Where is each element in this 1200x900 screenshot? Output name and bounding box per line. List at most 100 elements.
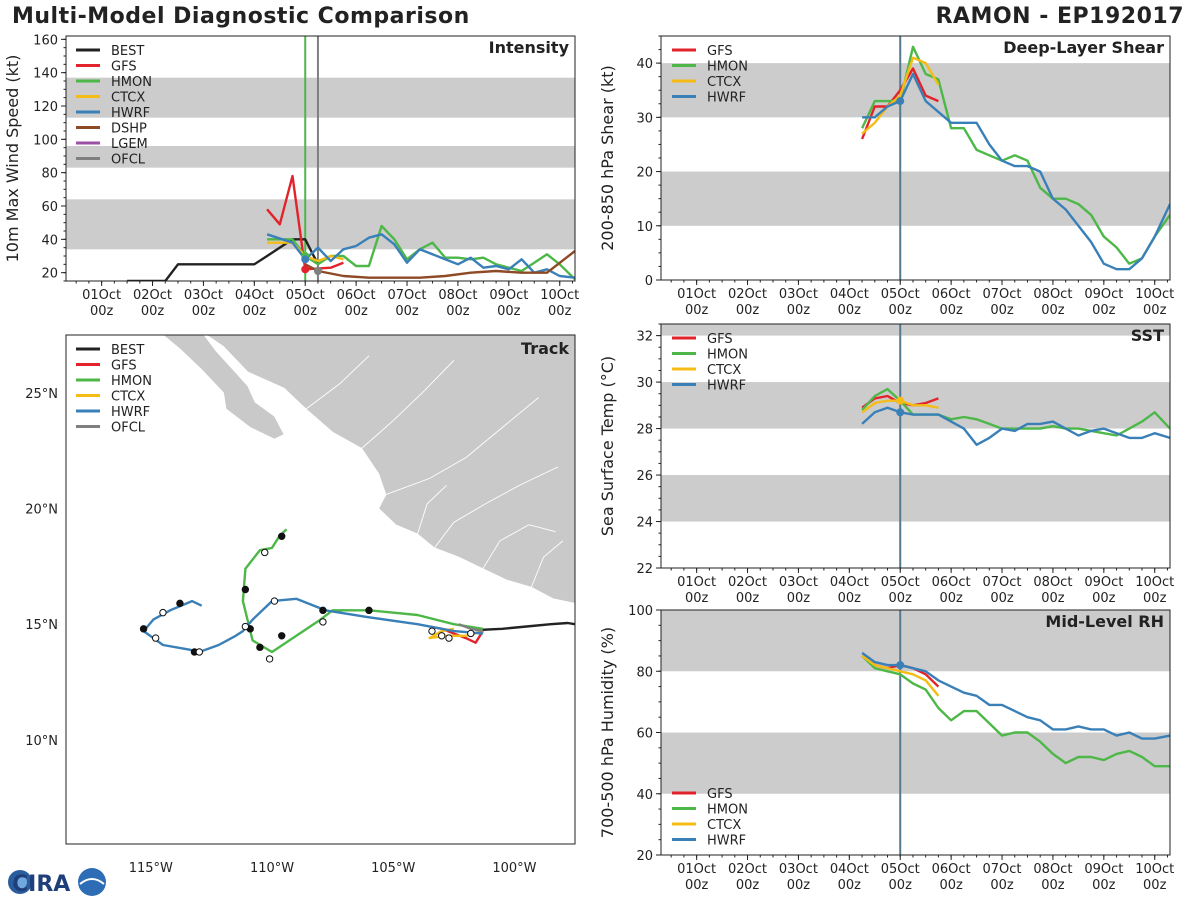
x-tick-label: 110°W bbox=[250, 861, 294, 876]
legend-label: OFCL bbox=[111, 421, 146, 436]
series-dshp bbox=[304, 250, 575, 279]
legend-label: GFS bbox=[111, 359, 137, 374]
legend-label: CTCX bbox=[111, 91, 145, 106]
y-tick-label: 20°N bbox=[25, 503, 58, 518]
logo-globe-inner-icon bbox=[13, 875, 27, 889]
track-best bbox=[477, 621, 575, 632]
x-tick-label: 05Oct bbox=[286, 288, 325, 303]
x-tick-label: 00z bbox=[889, 303, 913, 318]
series-hmon bbox=[861, 655, 1170, 768]
marker-hwrf bbox=[301, 255, 310, 264]
legend-label: HWRF bbox=[707, 91, 746, 106]
x-tick-label: 00z bbox=[1041, 303, 1065, 318]
plot-content bbox=[661, 36, 1170, 280]
legend-label: GFS bbox=[111, 60, 137, 75]
track-position-marker bbox=[151, 634, 160, 642]
x-tick-label: 04Oct bbox=[830, 575, 869, 590]
x-tick-label: 00z bbox=[141, 304, 165, 319]
x-tick-label: 09Oct bbox=[1084, 575, 1123, 590]
axes-frame bbox=[65, 35, 576, 282]
series-ctcx bbox=[861, 654, 940, 697]
state-border bbox=[305, 355, 370, 410]
x-tick-label: 05Oct bbox=[881, 287, 920, 302]
axes-frame bbox=[660, 323, 1171, 569]
plot-content bbox=[66, 36, 575, 281]
legend-label: GFS bbox=[707, 44, 733, 59]
x-tick-label: 00z bbox=[1092, 878, 1116, 893]
track-position-marker bbox=[365, 606, 373, 615]
x-tick-label: 07Oct bbox=[983, 287, 1022, 302]
shaded-band bbox=[661, 324, 1170, 336]
x-tick-label: 00z bbox=[736, 591, 760, 606]
logo-wave-icon bbox=[79, 878, 105, 885]
x-tick-label: 09Oct bbox=[489, 288, 528, 303]
marker-ofcl bbox=[313, 267, 322, 275]
x-tick-label: 06Oct bbox=[337, 288, 376, 303]
land-mexico bbox=[205, 335, 575, 604]
x-tick-label: 04Oct bbox=[830, 287, 869, 302]
y-tick-label: 32 bbox=[636, 330, 653, 345]
x-tick-label: 05Oct bbox=[881, 575, 920, 590]
track-position-marker bbox=[278, 632, 286, 640]
x-tick-label: 01Oct bbox=[677, 862, 716, 877]
x-tick-label: 00z bbox=[838, 878, 862, 893]
x-tick-label: 00z bbox=[344, 304, 368, 319]
x-tick-label: 00z bbox=[243, 304, 267, 319]
x-tick-label: 00z bbox=[939, 591, 963, 606]
panel-shear: 01020304001Oct00z02Oct00z03Oct00z04Oct00… bbox=[598, 35, 1174, 318]
x-tick-label: 00z bbox=[990, 303, 1014, 318]
x-tick-label: 00z bbox=[990, 591, 1014, 606]
series-hwrf bbox=[861, 406, 1170, 446]
x-tick-label: 03Oct bbox=[184, 288, 223, 303]
marker-hwrf bbox=[896, 408, 905, 417]
x-tick-label: 00z bbox=[294, 304, 318, 319]
x-tick-label: 00z bbox=[838, 591, 862, 606]
y-tick-label: 0 bbox=[645, 274, 653, 289]
x-tick-label: 02Oct bbox=[728, 287, 767, 302]
x-tick-label: 01Oct bbox=[677, 287, 716, 302]
x-tick-label: 00z bbox=[736, 878, 760, 893]
y-tick-label: 20 bbox=[636, 849, 653, 864]
x-tick-label: 00z bbox=[736, 303, 760, 318]
x-tick-label: 115°W bbox=[129, 861, 173, 876]
plot-area bbox=[661, 324, 1170, 568]
x-tick-label: 00z bbox=[1041, 878, 1065, 893]
x-tick-label: 06Oct bbox=[932, 287, 971, 302]
x-tick-label: 105°W bbox=[371, 861, 415, 876]
shaded-band bbox=[661, 732, 1170, 794]
y-tick-label: 80 bbox=[636, 665, 653, 680]
x-tick-label: 07Oct bbox=[983, 575, 1022, 590]
y-tick-label: 100 bbox=[33, 133, 58, 148]
x-tick-label: 02Oct bbox=[728, 862, 767, 877]
track-position-marker bbox=[261, 548, 269, 557]
plot-content bbox=[661, 610, 1170, 855]
logo-text: CIRA bbox=[12, 872, 70, 897]
panel-title: Mid-Level RH bbox=[1045, 612, 1164, 631]
land-baja bbox=[162, 335, 285, 440]
track-position-marker bbox=[241, 585, 250, 594]
x-tick-label: 03Oct bbox=[779, 862, 818, 877]
figure-title: Multi-Model Diagnostic Comparison bbox=[12, 4, 470, 29]
x-tick-label: 06Oct bbox=[932, 862, 971, 877]
x-tick-label: 02Oct bbox=[133, 288, 172, 303]
track-ofcl bbox=[458, 623, 484, 633]
track-position-marker bbox=[241, 622, 250, 631]
legend-label: BEST bbox=[111, 343, 144, 358]
series-ctcx bbox=[861, 56, 940, 135]
x-tick-label: 08Oct bbox=[1033, 575, 1072, 590]
y-tick-label: 60 bbox=[636, 727, 653, 742]
series-hwrf bbox=[862, 72, 1170, 271]
legend-label: HMON bbox=[707, 348, 748, 363]
x-tick-label: 00z bbox=[395, 304, 419, 319]
y-tick-label: 20 bbox=[636, 166, 653, 181]
track-position-marker bbox=[319, 606, 327, 615]
state-border bbox=[361, 360, 455, 449]
y-axis-label: 10m Max Wind Speed (kt) bbox=[3, 55, 22, 263]
legend-label: HMON bbox=[707, 803, 748, 818]
state-border bbox=[385, 397, 539, 496]
shaded-band bbox=[661, 171, 1170, 226]
x-tick-label: 02Oct bbox=[728, 575, 767, 590]
shaded-band bbox=[66, 77, 575, 118]
x-tick-label: 10Oct bbox=[1135, 862, 1174, 877]
